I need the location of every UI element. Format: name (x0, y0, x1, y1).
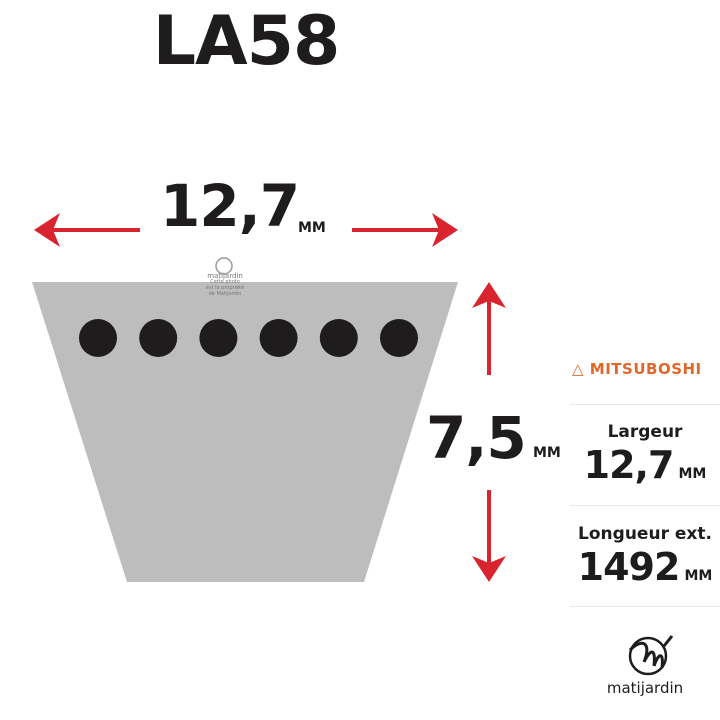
height-arrowhead-bottom (472, 556, 506, 582)
rib-dot (79, 319, 117, 357)
belt-diagram (32, 213, 506, 582)
mitsuboshi-logo: △ MITSUBOSHI (572, 360, 702, 378)
rib-dot (139, 319, 178, 357)
rib-dot (259, 319, 298, 357)
rib-dots (79, 319, 418, 357)
height-arrowhead-top (472, 282, 506, 308)
watermark-line: Cette photo (210, 279, 240, 285)
spec-value: 1492 MM (570, 545, 720, 589)
width-arrowhead-right (432, 213, 458, 247)
divider (570, 606, 720, 607)
width-arrowhead-left (34, 213, 60, 247)
width-unit: MM (298, 220, 326, 236)
rib-dot (319, 319, 358, 357)
watermark-line: de Matijardin (208, 291, 242, 297)
spec-number: 1492 (577, 545, 681, 589)
matijardin-logo-icon (628, 635, 674, 676)
divider (570, 404, 720, 405)
brand-name: MITSUBOSHI (589, 360, 702, 378)
spec-label: Longueur ext. (578, 524, 712, 544)
watermark-line: est la propriété (205, 285, 245, 291)
rib-dot (199, 319, 238, 357)
spec-label: Largeur (607, 422, 683, 442)
height-unit: MM (533, 445, 561, 461)
height-value: 7,5 (426, 404, 527, 472)
rib-dot (380, 319, 418, 357)
spec-unit: MM (678, 466, 707, 482)
logo-text: matijardin (606, 679, 684, 697)
divider (570, 505, 720, 506)
spec-value: 12,7 MM (570, 443, 720, 487)
spec-number: 12,7 (583, 443, 675, 487)
width-value: 12,7 (160, 172, 300, 240)
watermark-logo-icon (215, 257, 233, 275)
watermark: matijardin Cette photo est la propriété … (195, 255, 255, 298)
watermark-brand: matijardin (207, 272, 243, 280)
belt-cross-section (32, 282, 458, 582)
product-title: LA58 (152, 2, 341, 81)
warning-triangle-icon: △ (572, 360, 585, 378)
spec-unit: MM (684, 568, 713, 584)
